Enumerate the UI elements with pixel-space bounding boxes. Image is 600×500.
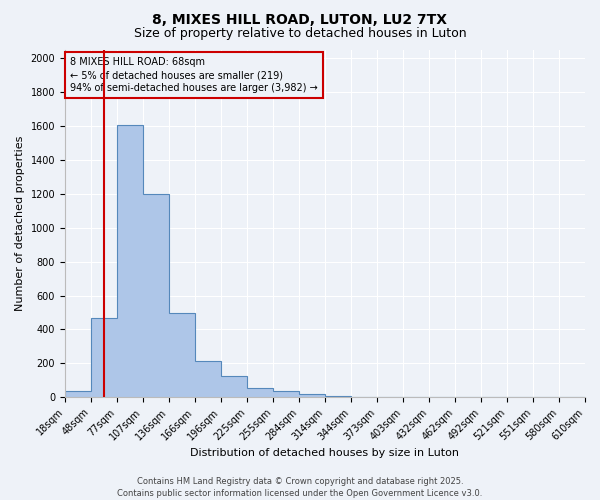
Y-axis label: Number of detached properties: Number of detached properties bbox=[15, 136, 25, 312]
Text: Size of property relative to detached houses in Luton: Size of property relative to detached ho… bbox=[134, 28, 466, 40]
Text: 8 MIXES HILL ROAD: 68sqm
← 5% of detached houses are smaller (219)
94% of semi-d: 8 MIXES HILL ROAD: 68sqm ← 5% of detache… bbox=[70, 57, 318, 94]
X-axis label: Distribution of detached houses by size in Luton: Distribution of detached houses by size … bbox=[190, 448, 460, 458]
Text: Contains HM Land Registry data © Crown copyright and database right 2025.
Contai: Contains HM Land Registry data © Crown c… bbox=[118, 476, 482, 498]
Text: 8, MIXES HILL ROAD, LUTON, LU2 7TX: 8, MIXES HILL ROAD, LUTON, LU2 7TX bbox=[152, 12, 448, 26]
